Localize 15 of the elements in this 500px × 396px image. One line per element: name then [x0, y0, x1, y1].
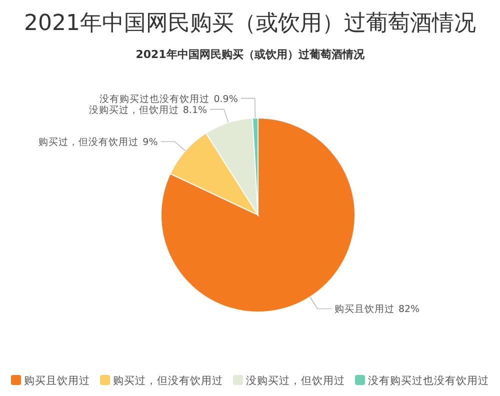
- data-label: 8.1%: [182, 104, 208, 116]
- legend-label: 购买过，但没有饮用过: [113, 374, 223, 387]
- slice-label: 没购买过，但饮用过: [88, 104, 179, 116]
- legend-label: 购买且饮用过: [24, 374, 90, 387]
- slice-label: 没有购买过也没有饮用过: [100, 92, 210, 105]
- chart-subtitle: 2021年中国网民购买（或饮用）过葡萄酒情况: [136, 48, 366, 61]
- data-label: 82%: [398, 304, 420, 316]
- slice-label: 购买且饮用过: [334, 303, 394, 316]
- legend-label: 没购买过，但饮用过: [246, 374, 345, 387]
- legend-label: 没有购买过也没有饮用过: [368, 374, 489, 387]
- slice-label: 购买过，但没有饮用过: [38, 136, 139, 148]
- data-label: 9%: [142, 137, 158, 148]
- chart-title: 2021年中国网民购买（或饮用）过葡萄酒情况: [24, 11, 476, 36]
- pie-slice: [160, 118, 356, 312]
- data-label: 0.9%: [214, 94, 238, 105]
